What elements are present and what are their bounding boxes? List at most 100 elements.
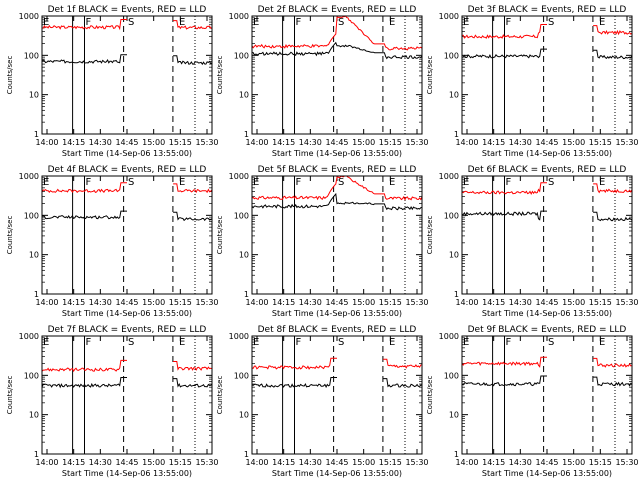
x-tick-label: 15:15	[379, 138, 402, 147]
y-axis-label: Counts/sec	[216, 376, 224, 415]
series-lld-line	[461, 24, 633, 39]
y-tick-label: 1	[34, 450, 39, 459]
x-tick-label: 14:30	[299, 458, 322, 467]
event-marker-label: S	[128, 177, 134, 188]
event-marker-label: E	[463, 17, 469, 28]
x-tick-label: 15:00	[142, 298, 165, 307]
series-events-line	[461, 48, 633, 60]
panel-det-1f: Det 1f BLACK = Events, RED = LLD Counts/s…	[6, 5, 219, 158]
x-tick-label: 14:00	[455, 458, 478, 467]
y-tick-label: 1	[34, 130, 39, 139]
series-events-line	[41, 377, 213, 389]
series-lld-line	[41, 19, 212, 31]
event-marker-label: F	[296, 337, 302, 348]
y-tick-label: 1	[244, 290, 249, 299]
plot-frame	[251, 15, 423, 135]
y-tick-label: 1000	[439, 332, 459, 341]
x-tick-label: 15:30	[195, 298, 218, 307]
x-tick-label: 14:45	[115, 138, 138, 147]
x-tick-label: 15:15	[589, 458, 612, 467]
x-tick-label: 15:00	[562, 458, 585, 467]
panel-title: Det 7f BLACK = Events, RED = LLD	[48, 325, 207, 335]
y-tick-label: 100	[24, 211, 39, 220]
x-tick-label: 15:00	[562, 298, 585, 307]
y-axis-label: Counts/sec	[6, 376, 14, 415]
x-tick-label: 14:15	[482, 458, 505, 467]
panel-det-9f: Det 9f BLACK = Events, RED = LLD Counts/s…	[426, 325, 639, 478]
event-marker-label: E	[463, 337, 469, 348]
event-marker-label: F	[86, 337, 92, 348]
x-axis-label: Start Time (14-Sep-06 13:55:00)	[272, 309, 402, 318]
event-marker-label: F	[506, 17, 512, 28]
event-marker-label: S	[338, 337, 344, 348]
y-tick-label: 100	[24, 371, 39, 380]
plot-frame	[251, 335, 423, 455]
y-tick-label: 10	[449, 91, 459, 100]
event-marker-label: E	[599, 337, 605, 348]
x-tick-label: 15:30	[405, 138, 428, 147]
series-lld-line	[251, 357, 423, 370]
x-tick-label: 14:00	[35, 298, 58, 307]
x-tick-label: 15:00	[352, 298, 375, 307]
x-axis-label: Start Time (14-Sep-06 13:55:00)	[482, 469, 612, 478]
panel-det-6f: Det 6f BLACK = Events, RED = LLD Counts/s…	[426, 165, 639, 318]
event-marker-label: E	[389, 177, 395, 188]
x-tick-label: 14:30	[509, 298, 532, 307]
event-marker-label: S	[548, 17, 554, 28]
x-tick-label: 15:30	[405, 458, 428, 467]
plot-frame	[41, 335, 213, 455]
y-axis-label: Counts/sec	[6, 56, 14, 95]
event-marker-label: S	[338, 177, 344, 188]
x-tick-label: 14:00	[245, 458, 268, 467]
x-tick-label: 14:45	[325, 298, 348, 307]
event-marker-label: E	[463, 177, 469, 188]
x-tick-label: 15:15	[589, 138, 612, 147]
x-tick-label: 15:30	[405, 298, 428, 307]
panel-title: Det 9f BLACK = Events, RED = LLD	[468, 325, 627, 335]
panel-det-5f: Det 5f BLACK = Events, RED = LLD Counts/s…	[216, 165, 429, 318]
y-tick-label: 1	[454, 290, 459, 299]
x-tick-label: 14:15	[62, 458, 85, 467]
y-tick-label: 10	[449, 251, 459, 260]
event-marker-label: E	[389, 17, 395, 28]
x-tick-label: 15:00	[562, 138, 585, 147]
panel-title: Det 8f BLACK = Events, RED = LLD	[258, 325, 417, 335]
series-events-line	[252, 41, 423, 60]
series-lld-line	[41, 182, 213, 194]
event-marker-label: S	[338, 17, 344, 28]
y-tick-label: 1000	[229, 172, 249, 181]
x-tick-label: 14:15	[62, 138, 85, 147]
series-lld-line	[461, 356, 633, 368]
y-tick-label: 100	[234, 51, 249, 60]
event-marker-label: E	[43, 177, 49, 188]
y-tick-label: 1	[454, 450, 459, 459]
x-tick-label: 14:45	[115, 298, 138, 307]
y-axis-label: Counts/sec	[426, 216, 434, 255]
series-lld-line	[41, 359, 213, 373]
series-lld-line	[461, 182, 633, 196]
x-tick-label: 15:00	[142, 458, 165, 467]
series-events-line	[461, 210, 633, 222]
series-events-line	[41, 54, 213, 66]
series-lld-line	[251, 15, 423, 51]
panel-title: Det 3f BLACK = Events, RED = LLD	[468, 5, 627, 15]
series-events-line	[251, 377, 423, 389]
event-marker-label: E	[253, 337, 259, 348]
x-tick-label: 14:00	[35, 458, 58, 467]
y-tick-label: 1000	[19, 12, 39, 21]
x-tick-label: 14:15	[272, 298, 295, 307]
x-tick-label: 15:30	[195, 458, 218, 467]
x-tick-label: 15:15	[379, 298, 402, 307]
panel-det-2f: Det 2f BLACK = Events, RED = LLD Counts/s…	[216, 5, 429, 158]
y-axis-label: Counts/sec	[426, 376, 434, 415]
event-marker-label: E	[179, 177, 185, 188]
series-events-line	[461, 375, 633, 387]
plot-frame	[461, 335, 633, 455]
x-tick-label: 14:30	[509, 138, 532, 147]
x-tick-label: 14:45	[325, 458, 348, 467]
y-tick-label: 10	[29, 251, 39, 260]
x-tick-label: 15:30	[195, 138, 218, 147]
y-tick-label: 1000	[439, 172, 459, 181]
x-tick-label: 14:30	[89, 138, 112, 147]
y-tick-label: 1	[454, 130, 459, 139]
